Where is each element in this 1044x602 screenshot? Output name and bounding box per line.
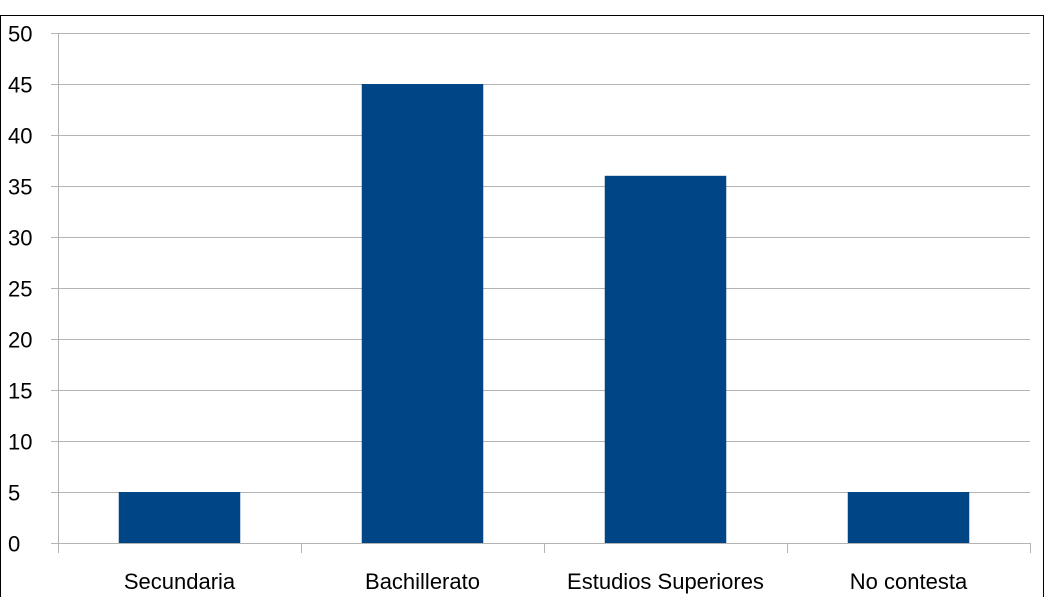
bar-secundaria xyxy=(118,492,241,543)
x-category-label: No contesta xyxy=(850,569,968,594)
y-tick-label: 50 xyxy=(8,22,32,47)
y-tick-label: 30 xyxy=(8,226,32,251)
y-tick-label: 45 xyxy=(8,73,32,98)
y-tick-label: 0 xyxy=(8,532,20,557)
x-category-label: Estudios Superiores xyxy=(567,569,764,594)
y-tick-label: 20 xyxy=(8,328,32,353)
y-tick-label: 10 xyxy=(8,430,32,455)
bar-no-contesta xyxy=(847,492,970,543)
y-tick-label: 25 xyxy=(8,277,32,302)
y-tick-label: 5 xyxy=(8,481,20,506)
y-tick-label: 40 xyxy=(8,124,32,149)
x-category-label: Bachillerato xyxy=(365,569,480,594)
bar-bachillerato xyxy=(361,84,484,543)
y-tick-label: 15 xyxy=(8,379,32,404)
bar-estudios-superiores xyxy=(604,175,727,544)
x-category-label: Secundaria xyxy=(124,569,236,594)
y-tick-label: 35 xyxy=(8,175,32,200)
